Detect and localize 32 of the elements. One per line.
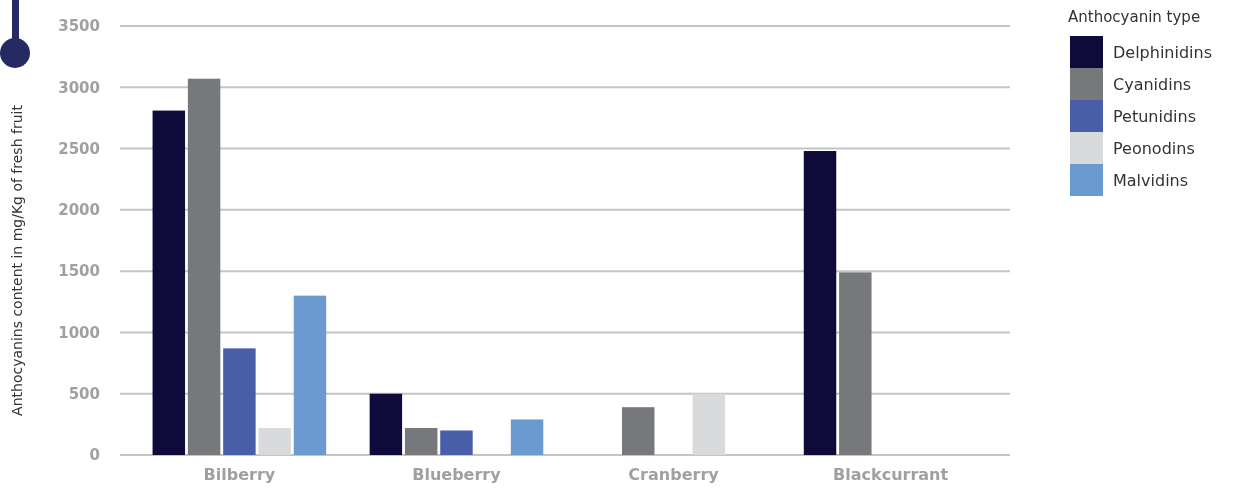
- legend-label: Cyanidins: [1113, 74, 1192, 94]
- bar: [622, 407, 655, 455]
- bar: [510, 419, 544, 455]
- bar: [440, 430, 473, 455]
- legend-label: Delphinidins: [1113, 42, 1213, 62]
- legend-label: Peonodins: [1113, 138, 1195, 158]
- legend-title: Anthocyanin type: [1068, 8, 1201, 26]
- legend-label: Malvidins: [1113, 170, 1189, 190]
- bar: [223, 348, 256, 455]
- y-tick-label: 0: [89, 446, 100, 465]
- y-axis-title: Anthocyanins content in mg/Kg of fresh fruit: [9, 104, 25, 416]
- bar: [152, 110, 186, 455]
- y-tick-label: 500: [68, 384, 100, 403]
- x-tick-label: Blueberry: [412, 465, 502, 484]
- bar: [839, 272, 872, 455]
- bar: [187, 78, 221, 455]
- x-tick-label: Bilberry: [203, 465, 276, 484]
- bar: [692, 393, 726, 455]
- bar: [803, 151, 837, 455]
- y-tick-label: 3000: [58, 78, 100, 97]
- x-tick-label: Blackcurrant: [833, 465, 949, 484]
- bar: [369, 393, 403, 455]
- y-tick-label: 3500: [58, 17, 100, 36]
- bar: [293, 295, 327, 455]
- bar: [258, 428, 291, 455]
- legend-label: Petunidins: [1113, 106, 1196, 126]
- bar: [404, 428, 438, 455]
- y-tick-label: 1500: [58, 262, 100, 281]
- x-tick-label: Cranberry: [628, 465, 720, 484]
- y-tick-label: 2000: [58, 201, 100, 220]
- y-tick-label: 2500: [58, 139, 100, 158]
- y-tick-label: 1000: [58, 323, 100, 342]
